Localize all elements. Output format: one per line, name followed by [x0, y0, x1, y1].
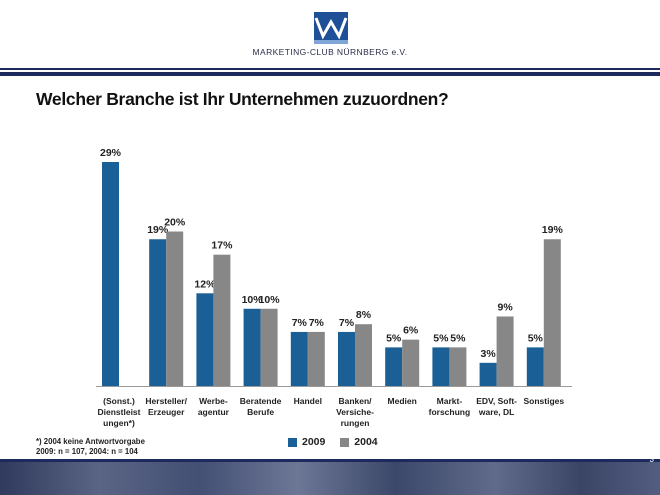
value-label-2009-2: 12%: [194, 278, 216, 290]
legend: 2009 2004: [288, 436, 390, 450]
footnote: *) 2004 keine Antwortvorgabe 2009: n = 1…: [36, 437, 145, 457]
value-label-2009-8: 3%: [481, 348, 497, 360]
category-label-2-0: Werbe-: [199, 396, 228, 406]
legend-swatch-2004: [340, 437, 350, 447]
value-label-2004-1: 20%: [164, 217, 186, 229]
bar-chart: 29%(Sonst.)Dienstleistungen*)19%20%Herst…: [96, 147, 572, 428]
category-label-7-0: Markt-: [437, 396, 463, 406]
category-label-0-2: ungen*): [103, 418, 135, 428]
bar-2009-9: [526, 347, 544, 386]
value-label-2009-9: 5%: [528, 332, 544, 344]
bar-2004-4: [307, 331, 325, 386]
category-label-8-0: EDV, Soft-: [476, 396, 517, 406]
legend-item-2004: 2004: [340, 436, 378, 448]
value-label-2004-6: 6%: [403, 325, 419, 337]
footer-image-strip: [0, 459, 660, 495]
category-label-3-1: Berufe: [247, 407, 274, 417]
category-label-2-1: agentur: [198, 407, 230, 417]
mc-logo-icon: [314, 12, 348, 44]
value-label-2009-6: 5%: [386, 332, 402, 344]
legend-label-2009: 2009: [302, 436, 326, 448]
value-label-2009-0: 29%: [100, 147, 122, 159]
bar-2004-3: [260, 308, 278, 386]
legend-swatch-2009: [288, 437, 297, 447]
category-label-6-0: Medien: [388, 396, 417, 406]
value-label-2004-7: 5%: [450, 332, 466, 344]
bar-2004-2: [213, 254, 231, 386]
bar-2004-9: [543, 239, 561, 386]
value-label-2009-3: 10%: [242, 294, 264, 306]
brand-name: MARKETING-CLUB NÜRNBERG e.V.: [252, 47, 408, 57]
category-label-8-1: ware, DL: [478, 407, 514, 417]
value-label-2004-4: 7%: [309, 317, 325, 329]
bar-2004-6: [402, 339, 420, 386]
bar-2009-6: [385, 347, 403, 386]
bar-2009-4: [290, 331, 308, 386]
value-label-2004-8: 9%: [498, 301, 514, 313]
legend-item-2009: 2009: [288, 436, 325, 448]
value-label-2004-2: 17%: [211, 240, 233, 252]
bar-2009-1: [149, 239, 167, 386]
value-label-2004-5: 8%: [356, 309, 372, 321]
value-label-2009-7: 5%: [433, 332, 449, 344]
category-label-5-2: rungen: [341, 418, 370, 428]
bar-2004-7: [449, 347, 467, 386]
bar-2004-1: [166, 231, 184, 386]
bar-2004-5: [355, 324, 372, 386]
header-band: [0, 66, 660, 76]
bar-2009-2: [196, 293, 214, 386]
page-number: 3: [649, 455, 654, 464]
bar-2004-8: [496, 316, 514, 386]
value-label-2004-9: 19%: [542, 224, 564, 236]
bar-2009-5: [338, 331, 355, 386]
category-label-5-0: Banken/: [338, 396, 372, 406]
legend-label-2004: 2004: [354, 436, 378, 448]
category-label-3-0: Beratende: [240, 396, 282, 406]
category-label-1-1: Erzeuger: [148, 407, 185, 417]
category-label-1-0: Hersteller/: [145, 396, 187, 406]
bar-2009-7: [432, 347, 450, 386]
value-label-2009-4: 7%: [292, 317, 308, 329]
page-title: Welcher Branche ist Ihr Unternehmen zuzu…: [36, 89, 449, 109]
category-label-5-1: Versiche-: [336, 407, 374, 417]
bar-2009-3: [243, 308, 261, 386]
category-label-7-1: forschung: [429, 407, 471, 417]
footnote-line-2: 2009: n = 107, 2004: n = 104: [36, 447, 138, 456]
category-label-0-1: Dienstleist: [98, 407, 141, 417]
bar-2009-0: [102, 162, 119, 386]
category-label-0-0: (Sonst.): [103, 396, 135, 406]
category-label-4-0: Handel: [294, 396, 322, 406]
value-label-2004-3: 10%: [259, 294, 281, 306]
footnote-line-1: *) 2004 keine Antwortvorgabe: [36, 437, 145, 446]
bar-2009-8: [479, 362, 497, 386]
category-label-9-0: Sonstiges: [523, 396, 564, 406]
value-label-2009-5: 7%: [339, 317, 355, 329]
value-label-2009-1: 19%: [147, 224, 169, 236]
